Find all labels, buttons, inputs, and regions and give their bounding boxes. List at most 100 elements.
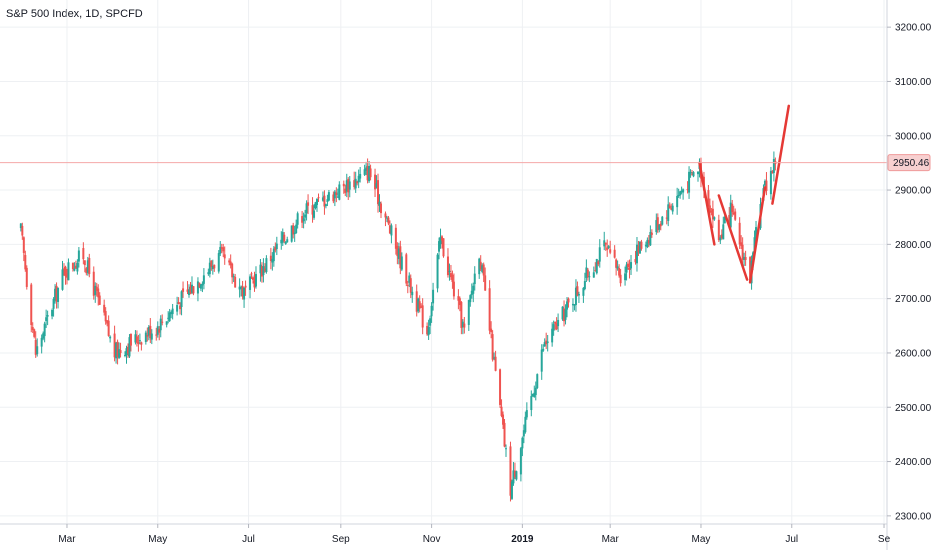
candle-body xyxy=(418,301,421,309)
candle-body xyxy=(363,169,366,175)
candle-body xyxy=(304,214,307,218)
candle-body xyxy=(668,205,671,209)
candle-body xyxy=(399,246,402,269)
candle-body xyxy=(488,288,491,331)
time-axis[interactable]: Mar May Jul Sep Nov 2019 Mar May Jul Se xyxy=(58,524,891,545)
x-tick-label: Se xyxy=(878,534,891,545)
candle-body xyxy=(473,273,476,285)
candle-body xyxy=(31,327,34,330)
candle-body xyxy=(234,276,237,288)
candle-body xyxy=(167,317,170,319)
candle-body xyxy=(129,333,132,346)
candle-body xyxy=(567,298,570,303)
candle-body xyxy=(432,289,435,304)
candle-body xyxy=(366,166,369,181)
last-price-badge: 2950.46 xyxy=(887,154,931,172)
candle-body xyxy=(97,288,100,298)
candle-body xyxy=(92,271,95,296)
candle-body xyxy=(168,312,171,322)
candle-body xyxy=(411,291,414,296)
last-price-label: 2950.46 xyxy=(893,158,930,169)
candle-body xyxy=(253,280,256,288)
candle-body xyxy=(679,191,682,196)
candle-body xyxy=(314,202,317,209)
candles xyxy=(19,151,777,502)
candle-body xyxy=(134,334,137,343)
candle-body xyxy=(449,273,452,278)
candle-body xyxy=(76,262,79,272)
candle-body xyxy=(321,197,324,201)
candle-body xyxy=(738,222,741,245)
candle-body xyxy=(46,315,49,317)
candle-body xyxy=(231,263,234,278)
x-tick-label: May xyxy=(148,534,167,545)
candle-body xyxy=(24,255,27,270)
candle-body xyxy=(408,275,411,283)
candle-body xyxy=(505,448,508,450)
chart-title: S&P 500 Index, 1D, SPCFD xyxy=(6,8,143,20)
candle-body xyxy=(728,215,731,225)
candle-body xyxy=(384,213,387,218)
candle-body xyxy=(125,348,128,356)
candle-body xyxy=(342,183,345,187)
candle-body xyxy=(577,294,580,296)
candle-body xyxy=(354,178,357,189)
candle-body xyxy=(249,276,252,290)
annotation-line[interactable] xyxy=(698,161,716,246)
candle-body xyxy=(82,248,85,260)
candle-body xyxy=(470,290,473,296)
candle-body xyxy=(54,288,57,301)
candle-body xyxy=(509,446,512,496)
candle-body xyxy=(655,220,658,233)
x-tick-label: Jul xyxy=(785,534,798,545)
annotation-line[interactable] xyxy=(771,104,791,205)
candle-body xyxy=(613,249,616,258)
candle-body xyxy=(554,321,557,324)
candle-body xyxy=(493,357,496,359)
candle-body xyxy=(196,281,199,294)
candle-body xyxy=(571,303,574,306)
candle-body xyxy=(265,258,268,273)
candle-body xyxy=(332,194,335,202)
candle-body xyxy=(390,225,393,236)
candle-body xyxy=(741,244,744,260)
candle-body xyxy=(397,248,400,259)
candle-body xyxy=(749,257,752,283)
candle-body xyxy=(232,276,235,278)
candle-body xyxy=(274,246,277,251)
candle-body xyxy=(186,289,189,292)
candle-body xyxy=(513,470,516,477)
candle-body xyxy=(671,205,674,212)
candle-body xyxy=(607,246,610,249)
candle-body xyxy=(628,267,631,270)
candle-body xyxy=(199,284,202,289)
candle-body xyxy=(128,337,131,357)
candle-body xyxy=(45,317,48,321)
candle-body xyxy=(457,296,460,301)
candle-body xyxy=(719,237,722,241)
candle-body xyxy=(158,328,161,333)
price-axis[interactable]: 3200.00 3100.00 3000.00 2900.00 2800.00 2700.… xyxy=(887,23,932,523)
candle-body xyxy=(208,262,211,275)
candle-body xyxy=(551,328,554,343)
candle-body xyxy=(543,342,546,347)
candle-body xyxy=(430,305,433,317)
candle-body xyxy=(677,195,680,197)
annotation-line[interactable] xyxy=(748,186,767,284)
candle-body xyxy=(659,223,662,227)
candle-body xyxy=(260,266,263,277)
candle-body xyxy=(67,262,70,281)
candle-body xyxy=(686,189,689,191)
candle-body xyxy=(192,286,195,294)
candle-body xyxy=(211,266,214,270)
candle-body xyxy=(36,346,39,355)
candle-body xyxy=(525,410,528,418)
annotation-line[interactable] xyxy=(717,194,749,281)
candle-body xyxy=(630,262,633,269)
candle-body xyxy=(388,225,391,234)
candle-body xyxy=(369,168,372,178)
candle-body xyxy=(627,263,630,268)
candle-body xyxy=(385,217,388,219)
candle-body xyxy=(74,265,77,269)
